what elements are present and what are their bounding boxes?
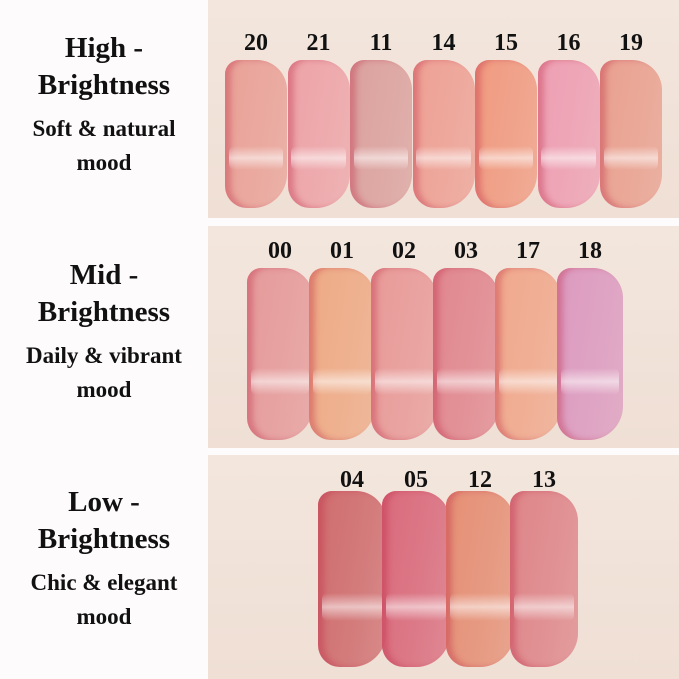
shade-number: 20 bbox=[244, 30, 268, 56]
level-title: Mid - bbox=[69, 259, 139, 291]
group-label: Mid - Brightness Daily & vibrant mood bbox=[0, 257, 208, 407]
level-title: High - bbox=[64, 32, 144, 64]
shade-number: 15 bbox=[494, 30, 518, 56]
swatch-18 bbox=[557, 268, 623, 440]
swatch-02 bbox=[371, 268, 437, 440]
swatch-panel-high: 20 21 11 14 15 16 19 bbox=[208, 0, 679, 218]
swatch-panel-mid: 00 01 02 03 17 18 bbox=[208, 226, 679, 448]
shade-number: 01 bbox=[330, 238, 354, 264]
swatch-17 bbox=[495, 268, 561, 440]
brightness-title: Brightness bbox=[37, 296, 171, 328]
swatch-19 bbox=[600, 60, 662, 208]
swatch-15 bbox=[475, 60, 537, 208]
swatch-20 bbox=[225, 60, 287, 208]
swatch-00 bbox=[247, 268, 313, 440]
mood-line: Soft & natural bbox=[32, 116, 176, 141]
swatch-05 bbox=[382, 491, 450, 667]
shade-number: 02 bbox=[392, 238, 416, 264]
mood-line: Daily & vibrant bbox=[26, 343, 182, 368]
shade-number: 11 bbox=[369, 30, 393, 56]
brightness-title: Brightness bbox=[37, 523, 171, 555]
swatch-21 bbox=[287, 60, 350, 208]
swatch-16 bbox=[537, 60, 600, 208]
shade-number: 17 bbox=[516, 238, 540, 264]
mood-line: mood bbox=[76, 150, 132, 175]
shade-number: 13 bbox=[532, 467, 556, 493]
swatch-01 bbox=[309, 268, 375, 440]
shade-number: 03 bbox=[454, 238, 478, 264]
swatch-panel-low: 04 05 12 13 bbox=[208, 455, 679, 679]
shade-number: 19 bbox=[619, 30, 643, 56]
shade-number: 18 bbox=[578, 238, 602, 264]
swatch-14 bbox=[412, 60, 475, 208]
shade-number: 00 bbox=[268, 238, 292, 264]
shade-number: 16 bbox=[556, 30, 581, 56]
swatch-12 bbox=[446, 491, 514, 667]
swatch-04 bbox=[318, 491, 386, 667]
brightness-title: Brightness bbox=[37, 69, 171, 101]
group-label: High - Brightness Soft & natural mood bbox=[0, 30, 208, 180]
shade-number: 12 bbox=[468, 467, 492, 493]
swatch-13 bbox=[510, 491, 578, 667]
shade-number: 05 bbox=[404, 467, 428, 493]
level-title: Low - bbox=[68, 486, 140, 518]
mood-line: mood bbox=[76, 377, 132, 402]
swatch-03 bbox=[433, 268, 499, 440]
group-label: Low - Brightness Chic & elegant mood bbox=[0, 484, 208, 634]
mood-line: Chic & elegant bbox=[30, 570, 178, 595]
shade-number: 14 bbox=[431, 30, 456, 56]
swatch-11 bbox=[350, 60, 412, 208]
shade-number: 04 bbox=[340, 467, 364, 493]
mood-line: mood bbox=[76, 604, 132, 629]
shade-number: 21 bbox=[306, 30, 331, 56]
